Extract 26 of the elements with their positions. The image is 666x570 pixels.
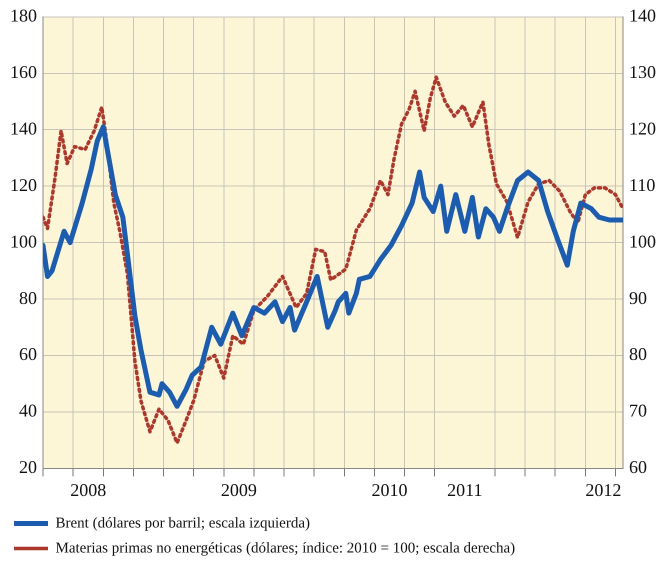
x-tick-label: 2011	[447, 480, 482, 500]
y-tick-label: 160	[10, 62, 37, 82]
y-tick-label: 140	[10, 118, 37, 138]
y2-tick-label: 90	[629, 288, 647, 308]
y-tick-label: 40	[19, 400, 37, 421]
line-series	[43, 75, 623, 445]
y-tick-label: 100	[10, 231, 37, 252]
legend-label: Brent (dólares por barril; escala izquierda)	[56, 515, 310, 532]
x-tick-label: 2008	[70, 480, 106, 500]
y-tick-label: 60	[19, 344, 37, 364]
y-tick-label: 120	[10, 174, 37, 195]
y2-tick-label: 140	[629, 6, 656, 26]
y-tick-label: 180	[10, 6, 37, 26]
x-tick-label: 2010	[371, 480, 408, 500]
y2-tick-label: 130	[629, 62, 656, 82]
x-tick-label: 2012	[585, 480, 622, 500]
y2-tick-label: 60	[629, 457, 647, 478]
legend-label: Materias primas no energéticas (dólares; índice: 2010 = 100; escala derecha)	[56, 540, 516, 556]
y2-tick-label: 70	[629, 400, 647, 421]
y2-tick-label: 120	[629, 118, 656, 138]
y-tick-label: 20	[19, 457, 37, 478]
y2-tick-label: 100	[629, 231, 656, 252]
x-tick-label: 2009	[220, 480, 257, 500]
y-tick-label: 80	[19, 288, 37, 308]
y2-tick-label: 80	[629, 344, 647, 364]
y2-tick-label: 110	[629, 174, 656, 195]
